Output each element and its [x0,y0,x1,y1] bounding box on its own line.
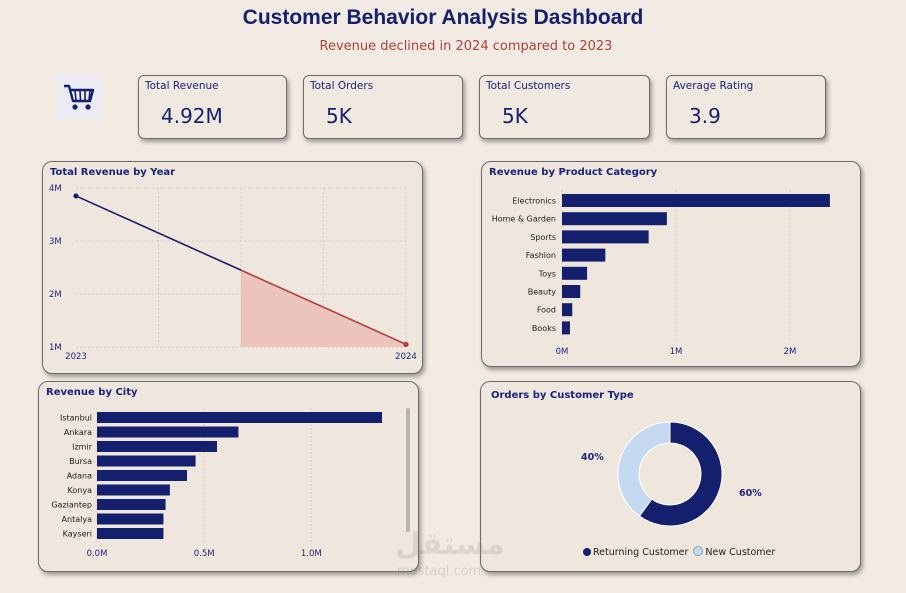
x-tick-label: 2M [784,347,797,357]
category-label: Fashion [526,251,556,260]
legend-swatch [693,546,704,556]
bar [562,285,581,298]
category-label: Gaziantep [51,501,92,510]
series-line [75,195,242,271]
bar [97,455,196,467]
category-label: Izmir [72,443,93,452]
card-revenue-by-year[interactable]: Total Revenue by Year 1M 2M 3M 4M 2023 2024 [42,161,423,374]
kpi-label: Total Customers [486,80,571,92]
category-label: Sports [530,233,556,242]
data-point [403,341,409,347]
chart-title: Orders by Customer Type [491,390,634,401]
y-tick-label: 2M [49,290,62,300]
bar [562,248,606,262]
category-label: Books [532,324,556,333]
kpi-average-rating: Average Rating 3.9 [666,75,826,139]
kpi-total-customers: Total Customers 5K [479,75,650,139]
bar [562,303,573,317]
bar-chart: 0M 1M 2M Electronics Home & Garden Sports Fash… [492,190,830,357]
bar [562,266,588,280]
data-label: 40% [581,452,604,463]
donut-slice [617,421,671,517]
category-label: Kayseri [63,530,92,539]
chart-title: Total Revenue by Year [50,167,176,178]
category-label: Home & Garden [492,215,556,224]
bar [97,412,382,423]
kpi-total-orders: Total Orders 5K [303,75,463,139]
category-label: Istanbul [60,414,92,423]
page-title: Customer Behavior Analysis Dashboard [242,6,644,29]
series-line-highlight [240,269,407,346]
x-tick-label: 0.0M [87,549,108,559]
data-label: 60% [739,488,762,499]
chart-legend: Returning Customer New Customer [583,546,775,558]
chart-title: Revenue by Product Category [489,167,658,178]
x-tick-label: 1.0M [301,549,322,559]
shopping-cart-icon [57,75,101,119]
category-label: Konya [68,486,93,495]
x-tick-label: 2023 [65,352,87,362]
bar [97,426,239,438]
bar [97,484,170,496]
data-point [73,193,79,199]
chart-title: Revenue by City [46,387,138,398]
x-tick-label: 1M [670,347,683,357]
line-chart: 1M 2M 3M 4M 2023 2024 [49,184,417,362]
category-label: Antalya [62,515,93,524]
bar [562,194,830,207]
category-label: Adana [67,472,92,481]
bar [97,499,166,510]
legend-label: New Customer [705,547,776,558]
card-revenue-by-category[interactable]: Revenue by Product Category 0M 1M 2M Electr… [481,161,861,367]
bar [97,528,164,539]
kpi-value: 5K [326,104,352,128]
x-tick-label: 0M [556,347,569,357]
category-label: Electronics [512,197,556,206]
category-label: Food [537,306,556,315]
kpi-value: 4.92M [161,104,223,128]
x-tick-label: 0.5M [194,549,215,559]
kpi-value: 5K [502,104,528,128]
donut-chart: 60% 40% [581,421,762,527]
y-tick-label: 3M [49,237,62,247]
bar [562,230,649,244]
legend-swatch [583,548,591,556]
card-revenue-by-city[interactable]: Revenue by City 0.0M 0.5M 1.0M Istanbul Anka… [38,381,419,572]
legend-label: Returning Customer [593,547,689,558]
scrollbar[interactable] [406,408,410,532]
kpi-label: Average Rating [673,80,754,92]
bar [562,212,667,226]
category-label: Beauty [528,288,557,297]
kpi-value: 3.9 [689,104,721,128]
card-orders-by-customer-type[interactable]: Orders by Customer Type 60% 40% Returning… [480,381,861,572]
x-tick-label: 2024 [395,352,417,362]
category-label: Toys [538,269,556,278]
kpi-total-revenue: Total Revenue 4.92M [138,75,287,139]
bar [97,513,164,525]
category-label: Bursa [69,457,92,466]
y-tick-label: 1M [49,343,62,353]
bar-chart: 0.0M 0.5M 1.0M Istanbul Ankara Izmir Bursa Adan… [51,408,382,559]
donut-slice [638,421,723,527]
page-subtitle: Revenue declined in 2024 compared to 202… [319,39,613,54]
bar [97,470,187,481]
bar [562,321,570,335]
kpi-label: Total Orders [310,80,374,92]
category-label: Ankara [64,428,92,437]
kpi-label: Total Revenue [145,80,219,92]
y-tick-label: 4M [49,184,62,194]
bar [97,441,217,452]
